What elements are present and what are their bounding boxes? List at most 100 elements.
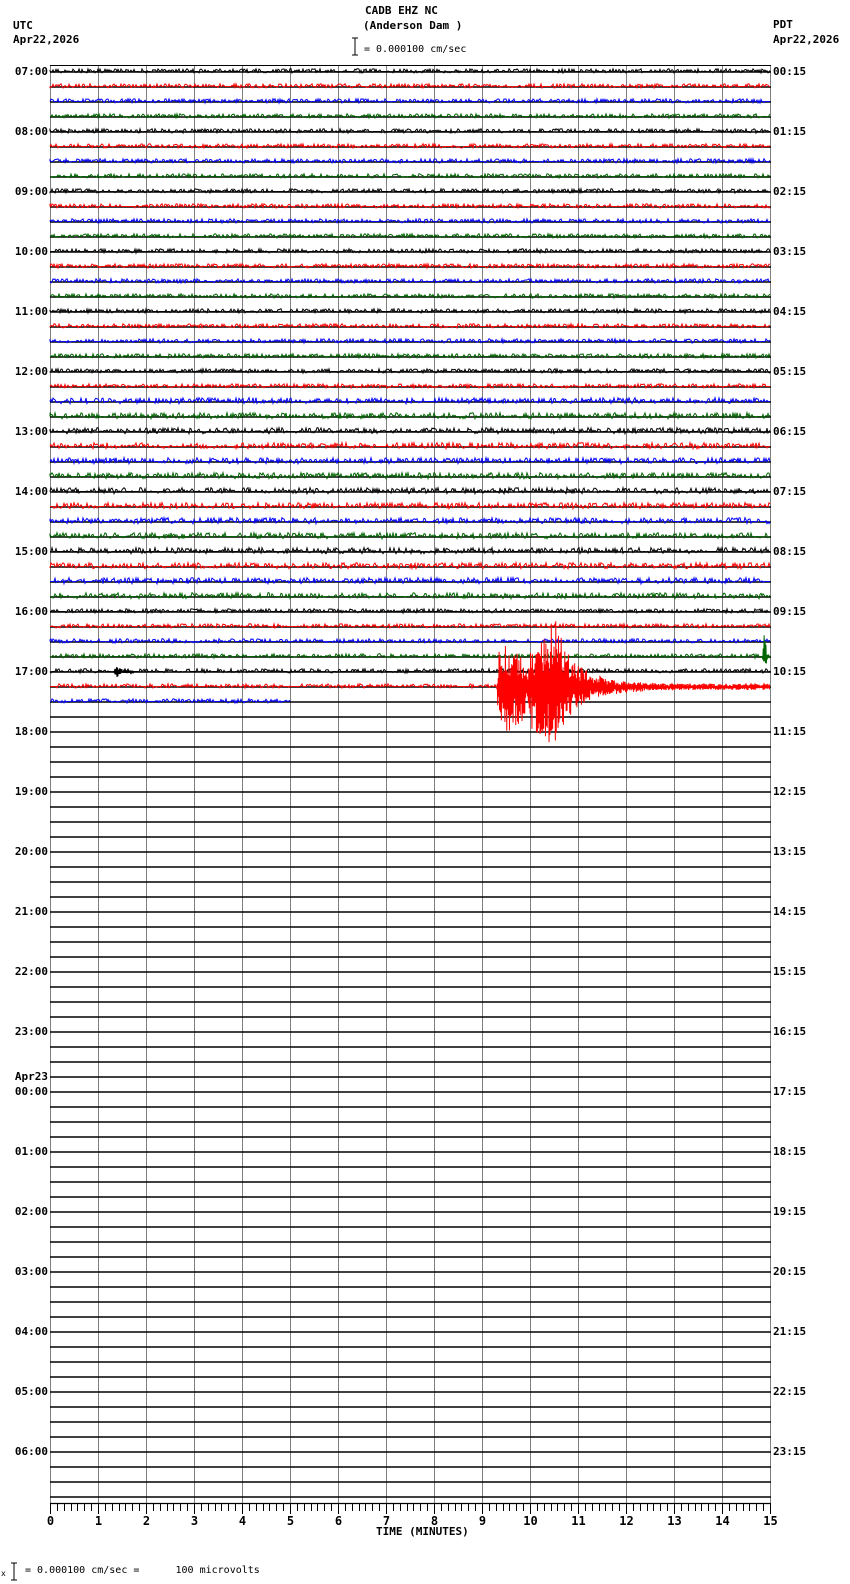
minor-blip — [336, 415, 343, 420]
utc-hour-label: 20:00 — [14, 845, 48, 858]
pdt-hour-label: 21:15 — [773, 1325, 807, 1338]
pdt-hour-label: 12:15 — [773, 785, 807, 798]
trace-row-29 — [50, 500, 771, 511]
pdt-hour-label: 15:15 — [773, 965, 807, 978]
trace-row-39 — [49, 652, 771, 660]
trace-row-4 — [49, 126, 770, 135]
x-axis-tick-label: 9 — [478, 1514, 487, 1528]
scale-text: = 0.000100 cm/sec — [364, 44, 467, 55]
trace-row-18 — [49, 336, 771, 345]
x-axis-tick-label: 10 — [523, 1514, 538, 1528]
trace-row-9 — [49, 202, 771, 210]
pdt-hour-label: 01:15 — [773, 125, 807, 138]
utc-hour-label: 11:00 — [14, 305, 48, 318]
trace-row-5 — [49, 142, 771, 150]
utc-hour-label: 18:00 — [14, 725, 48, 738]
x-axis-tick-label: 0 — [46, 1514, 55, 1528]
trace-row-19 — [50, 351, 771, 360]
pdt-hour-label: 11:15 — [773, 725, 807, 738]
pdt-hour-label: 19:15 — [773, 1205, 807, 1218]
row-baselines — [50, 71, 771, 1498]
utc-hour-label: 09:00 — [14, 185, 48, 198]
local-earthquake — [495, 621, 771, 743]
pdt-hour-label: 03:15 — [773, 245, 807, 258]
trace-row-40 — [49, 667, 771, 675]
trace-row-34 — [50, 575, 770, 586]
utc-hour-label: 16:00 — [14, 605, 48, 618]
trace-row-42 — [50, 697, 291, 705]
utc-hour-label: 02:00 — [14, 1205, 48, 1218]
trace-row-17 — [49, 322, 771, 330]
trace-row-28 — [49, 485, 771, 496]
pdt-hour-label: 07:15 — [773, 485, 807, 498]
pdt-hour-label: 23:15 — [773, 1445, 807, 1458]
utc-hour-label: 05:00 — [14, 1385, 48, 1398]
x-axis-tick-label: 11 — [571, 1514, 586, 1528]
spike — [761, 635, 771, 664]
trace-row-38 — [49, 637, 771, 645]
pdt-hour-label: 14:15 — [773, 905, 807, 918]
pdt-hour-label: 17:15 — [773, 1085, 807, 1098]
x-axis-ruler — [50, 1502, 771, 1514]
trace-row-30 — [49, 515, 771, 526]
x-axis-tick-label: 3 — [190, 1514, 199, 1528]
utc-hour-label: 13:00 — [14, 425, 48, 438]
trace-row-16 — [49, 307, 771, 315]
pdt-hour-label: 05:15 — [773, 365, 807, 378]
x-axis-tick-label: 13 — [667, 1514, 682, 1528]
utc-hour-label: 04:00 — [14, 1325, 48, 1338]
footer-scale-text: = 0.000100 cm/sec = 100 microvolts — [25, 1565, 260, 1576]
x-axis-tick-label: 1 — [94, 1514, 103, 1528]
utc-hour-label: 21:00 — [14, 905, 48, 918]
trace-row-3 — [50, 112, 771, 120]
trace-row-23 — [49, 410, 771, 421]
x-axis-tick-label: 6 — [334, 1514, 343, 1528]
small-event — [113, 667, 135, 678]
utc-hour-label: 12:00 — [14, 365, 48, 378]
trace-row-37 — [50, 621, 771, 630]
utc-hour-label: 14:00 — [14, 485, 48, 498]
footer-prefix: x — [1, 1569, 6, 1578]
x-axis-tick-label: 7 — [382, 1514, 391, 1528]
pdt-date: Apr22,2026 — [773, 33, 840, 46]
pdt-label: PDT — [773, 18, 793, 31]
utc-hour-label: 10:00 — [14, 245, 48, 258]
trace-row-13 — [49, 262, 770, 270]
station-title: CADB EHZ NC — [365, 4, 438, 17]
trace-row-7 — [49, 172, 771, 180]
footer-scale-bar-icon — [11, 1562, 17, 1581]
trace-row-8 — [49, 186, 771, 195]
utc-hour-label: 08:00 — [14, 125, 48, 138]
utc-hour-label: 19:00 — [14, 785, 48, 798]
trace-row-25 — [49, 440, 770, 451]
seismic-traces — [49, 67, 771, 705]
pdt-hour-label: 16:15 — [773, 1025, 807, 1038]
utc-hour-label: 17:00 — [14, 665, 48, 678]
trace-row-11 — [49, 232, 771, 240]
trace-row-31 — [49, 530, 770, 541]
utc-date: Apr22,2026 — [13, 33, 80, 46]
pdt-hour-label: 22:15 — [773, 1385, 807, 1398]
trace-row-22 — [49, 396, 770, 406]
pdt-hour-label: 18:15 — [773, 1145, 807, 1158]
x-axis-tick-label: 8 — [430, 1514, 439, 1528]
utc-hour-label: 06:00 — [14, 1445, 48, 1458]
trace-row-36 — [50, 607, 771, 615]
trace-row-32 — [50, 545, 770, 556]
trace-row-15 — [49, 292, 771, 300]
x-axis-tick-label: 2 — [142, 1514, 151, 1528]
utc-hour-label: 00:00 — [14, 1085, 48, 1098]
trace-row-1 — [49, 82, 770, 90]
x-axis-tick-label: 14 — [715, 1514, 730, 1528]
utc-hour-label: 01:00 — [14, 1145, 48, 1158]
pdt-hour-label: 06:15 — [773, 425, 807, 438]
x-axis-tick-label: 12 — [619, 1514, 634, 1528]
trace-row-21 — [49, 382, 770, 390]
trace-row-10 — [49, 217, 771, 225]
pdt-hour-label: 02:15 — [773, 185, 807, 198]
utc-hour-label: 15:00 — [14, 545, 48, 558]
trace-row-24 — [49, 425, 771, 436]
utc-hour-label: 23:00 — [14, 1025, 48, 1038]
station-location: (Anderson Dam ) — [363, 19, 463, 32]
trace-row-33 — [49, 560, 771, 571]
